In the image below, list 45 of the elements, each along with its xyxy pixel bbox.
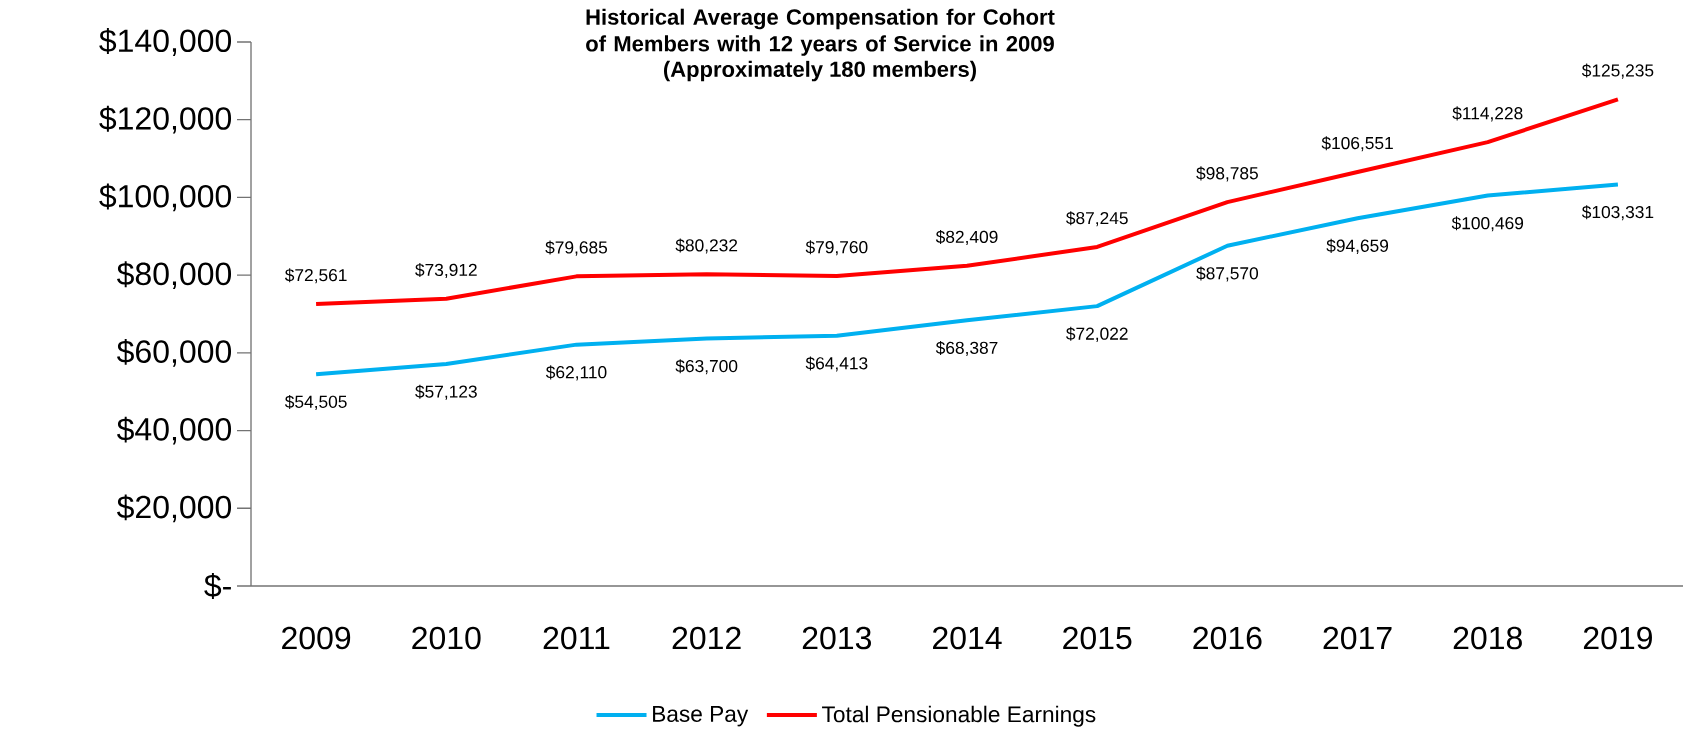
x-tick-label: 2010 bbox=[412, 626, 481, 650]
data-label: $62,110 bbox=[545, 365, 607, 381]
data-label: $57,123 bbox=[415, 384, 477, 400]
x-tick-label: 2014 bbox=[933, 626, 1002, 650]
x-tick-label: 2018 bbox=[1453, 626, 1522, 650]
data-label: $64,413 bbox=[805, 356, 868, 372]
x-tick-label: 2015 bbox=[1063, 626, 1132, 650]
x-tick-label: 2017 bbox=[1323, 626, 1392, 650]
y-tick-label: $20,000 bbox=[116, 494, 232, 523]
data-label: $63,700 bbox=[675, 359, 738, 375]
y-tick-label: $100,000 bbox=[99, 183, 232, 212]
data-label: $106,551 bbox=[1321, 136, 1393, 152]
chart-title: Historical Average Compensation for Cohort of Members with 12 years of Service in 2009 bbox=[586, 8, 1055, 56]
data-label: $73,912 bbox=[415, 263, 477, 279]
data-label: $82,409 bbox=[935, 230, 998, 246]
legend-label: Total Pensionable Earnings bbox=[822, 705, 1096, 727]
y-tick-label: $120,000 bbox=[99, 105, 232, 134]
data-label: $87,245 bbox=[1066, 211, 1128, 227]
x-tick-label: 2009 bbox=[282, 626, 351, 650]
data-label: $100,469 bbox=[1451, 216, 1524, 232]
y-tick-label: $40,000 bbox=[116, 416, 232, 445]
x-tick-label: 2019 bbox=[1583, 626, 1652, 650]
y-tick-label: $- bbox=[204, 573, 231, 599]
text: (Approximately 180 members) bbox=[663, 60, 976, 82]
x-tick-label: 2016 bbox=[1193, 626, 1262, 650]
y-tick-label: $80,000 bbox=[116, 261, 232, 290]
data-label: $72,561 bbox=[284, 268, 347, 284]
data-label: $79,685 bbox=[545, 240, 608, 256]
data-label: $54,505 bbox=[284, 394, 347, 410]
data-label: $103,331 bbox=[1581, 205, 1654, 221]
y-tick-label: $140,000 bbox=[99, 28, 232, 56]
legend-label: Base Pay bbox=[653, 706, 749, 727]
data-label: $72,022 bbox=[1066, 326, 1128, 342]
x-tick-label: 2013 bbox=[802, 626, 871, 650]
data-label: $79,760 bbox=[805, 240, 868, 256]
data-label: $98,785 bbox=[1196, 166, 1258, 182]
data-label: $114,228 bbox=[1452, 106, 1523, 122]
data-label: $125,235 bbox=[1581, 63, 1654, 79]
x-tick-label: 2012 bbox=[672, 626, 741, 650]
x-tick-label: 2011 bbox=[543, 626, 610, 650]
data-label: $87,570 bbox=[1196, 266, 1259, 282]
data-label: $68,387 bbox=[935, 340, 998, 357]
y-tick-label: $60,000 bbox=[116, 338, 232, 367]
data-label: $94,659 bbox=[1326, 238, 1389, 254]
data-label: $80,232 bbox=[675, 238, 738, 254]
